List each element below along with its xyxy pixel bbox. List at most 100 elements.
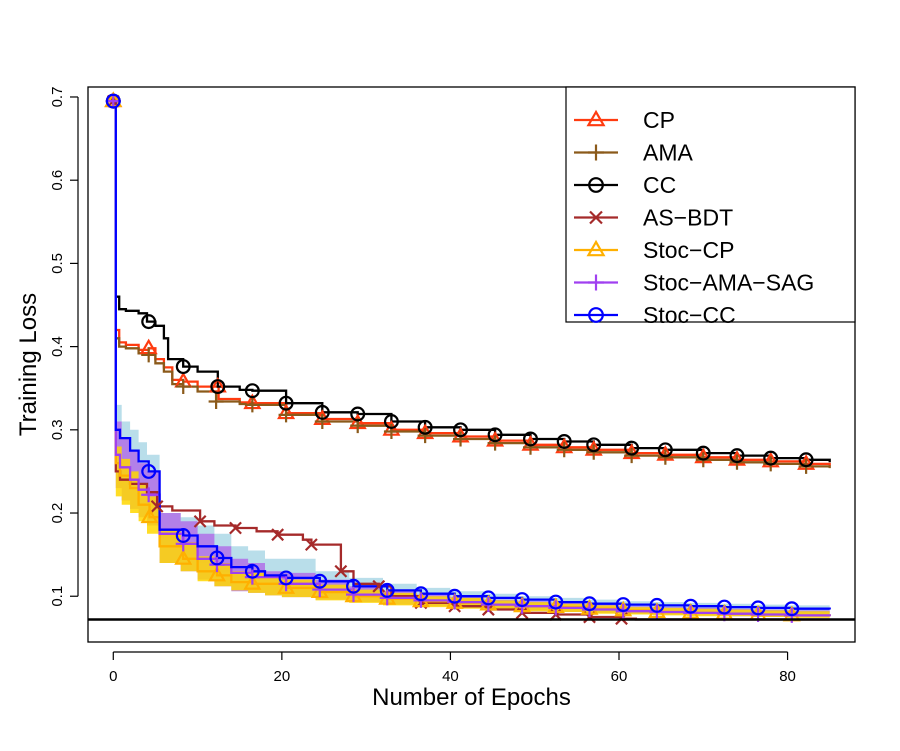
marker-ama-8 (383, 423, 399, 439)
marker-as-bdt-5 (304, 538, 318, 552)
marker-cc-18 (729, 448, 745, 464)
marker-ama-6 (314, 413, 330, 429)
marker-cc-4 (244, 383, 260, 399)
marker-cc-7 (350, 406, 366, 422)
marker-stoc-cc-3 (209, 550, 225, 566)
marker-ama-9 (417, 428, 433, 444)
legend-marker-cp (586, 109, 606, 127)
y-tick-label: 0.3 (49, 419, 66, 440)
marker-stoc-cc-17 (683, 598, 699, 614)
marker-ama-4 (244, 397, 260, 413)
marker-ama-16 (657, 449, 673, 465)
marker-stoc-cc-9 (413, 586, 429, 602)
marker-cc-20 (798, 452, 814, 468)
y-axis-title: Training Loss (15, 293, 42, 436)
marker-cc-12 (523, 431, 538, 447)
marker-stoc-cp-3 (207, 565, 226, 582)
marker-ama-2 (175, 379, 191, 395)
marker-stoc-ama-sag-1 (141, 487, 157, 503)
marker-cc-5 (278, 395, 294, 411)
legend-label: Stoc−CC (643, 302, 736, 328)
marker-ama-10 (453, 431, 469, 447)
marker-stoc-cc-12 (514, 592, 530, 608)
legend-item-stoc-cc: Stoc−CC (574, 302, 736, 328)
marker-ama-15 (624, 448, 640, 464)
legend-label: Stoc−CP (643, 237, 734, 263)
marker-stoc-cc-13 (548, 594, 564, 610)
confidence-bands (113, 97, 830, 618)
y-axis: 0.1 0.2 0.3 0.4 0.5 0.6 0.7 (49, 87, 79, 607)
marker-as-bdt-7 (372, 579, 386, 593)
marker-cc-10 (453, 422, 469, 438)
marker-stoc-ama-sag-2 (175, 536, 191, 552)
marker-cc-6 (314, 404, 330, 420)
legend-item-cp: CP (574, 107, 675, 133)
marker-stoc-cc-11 (480, 590, 496, 606)
marker-ama-11 (487, 435, 503, 451)
legend-label: Stoc−AMA−SAG (643, 270, 814, 296)
marker-stoc-cc-19 (750, 600, 766, 616)
marker-stoc-cc-14 (582, 596, 597, 612)
legend-label: CC (643, 172, 676, 198)
marker-stoc-cc-0 (105, 93, 121, 109)
marker-ama-1 (141, 347, 157, 363)
marker-stoc-ama-sag-0 (105, 93, 121, 109)
marker-ama-12 (523, 439, 538, 455)
marker-stoc-cc-10 (447, 588, 463, 604)
y-tick-label: 0.4 (49, 336, 66, 357)
marker-stoc-cc-18 (716, 599, 732, 615)
marker-cp-3 (208, 376, 227, 393)
marker-stoc-cp-4 (243, 574, 262, 590)
marker-stoc-cc-5 (278, 570, 294, 586)
legend-marker-stoc-cp (586, 239, 606, 257)
marker-cc-1 (141, 314, 157, 330)
marker-stoc-cc-7 (346, 578, 361, 594)
y-tick-label: 0.6 (49, 170, 66, 191)
y-tick-label: 0.7 (49, 87, 66, 108)
marker-stoc-cc-16 (649, 597, 665, 613)
marker-cc-17 (695, 445, 711, 461)
legend-item-stoc-cp: Stoc−CP (574, 237, 734, 263)
legend-label: AS−BDT (643, 205, 733, 231)
marker-ama-13 (556, 442, 572, 458)
legend-label: AMA (643, 140, 694, 166)
marker-as-bdt-3 (229, 521, 242, 535)
y-tick-label: 0.2 (49, 503, 66, 524)
marker-stoc-cp-5 (277, 578, 296, 594)
legend: CP AMA CC AS−BDT Stoc−CP Stoc−AMA−SAG Stoc−CC (565, 86, 856, 328)
marker-stoc-cc-1 (141, 463, 157, 479)
marker-stoc-cp-2 (174, 549, 193, 565)
marker-stoc-cc-2 (175, 528, 191, 543)
marker-stoc-cc-6 (312, 573, 328, 589)
marker-cc-13 (556, 433, 572, 449)
marker-cc-3 (210, 379, 226, 395)
marker-ama-14 (586, 444, 602, 460)
legend-marker-as-bdt (589, 210, 603, 225)
marker-stoc-ama-sag-6 (312, 582, 328, 598)
x-tick-label: 40 (442, 668, 459, 685)
legend-marker-stoc-ama-sag (588, 274, 604, 291)
legend-item-ama: AMA (574, 140, 694, 166)
x-axis: 0 20 40 60 80 (109, 651, 796, 685)
marker-cc-16 (657, 442, 673, 458)
legend-item-stoc-ama-sag: Stoc−AMA−SAG (574, 270, 814, 296)
marker-as-bdt-2 (193, 514, 207, 528)
legend-marker-cc (588, 177, 604, 193)
marker-cc-9 (417, 419, 433, 435)
series-line-stoc-cc (113, 99, 831, 610)
marker-stoc-cc-4 (244, 563, 260, 579)
marker-cc-15 (624, 440, 640, 456)
x-tick-label: 20 (274, 668, 291, 685)
legend-marker-ama (588, 144, 604, 161)
x-tick-label: 60 (611, 668, 628, 685)
marker-cc-2 (175, 359, 191, 375)
y-tick-label: 0.1 (49, 586, 66, 607)
marker-stoc-cp-1 (140, 507, 159, 524)
plot-frame (87, 86, 856, 643)
marker-stoc-cc-20 (784, 601, 800, 617)
x-tick-label: 0 (109, 668, 117, 685)
legend-marker-stoc-cc (588, 307, 604, 323)
x-tick-label: 80 (779, 668, 796, 685)
marker-as-bdt-6 (334, 564, 348, 578)
